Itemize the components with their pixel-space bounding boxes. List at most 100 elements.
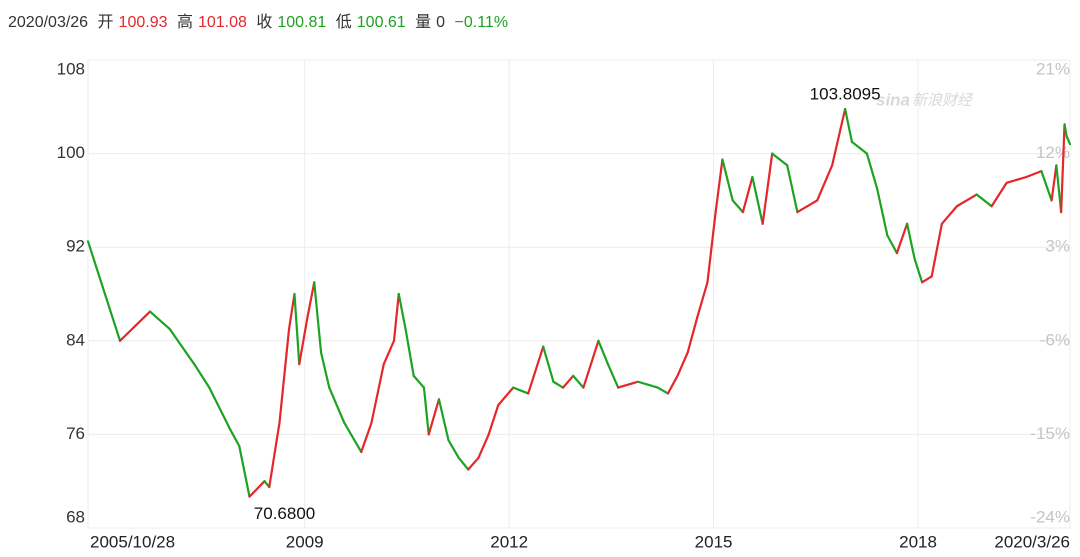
price-segment	[816, 164, 834, 202]
close-label: 收	[256, 14, 273, 31]
y2-tick-label: 21%	[1036, 59, 1070, 78]
price-segment	[1060, 123, 1066, 214]
price-segment	[865, 152, 879, 190]
close: 100.81	[277, 14, 327, 31]
price-segment	[552, 380, 565, 389]
price-segment	[477, 433, 490, 459]
low-label: 低	[335, 14, 352, 31]
price-segment	[412, 374, 426, 389]
price-segment	[248, 480, 266, 498]
price-segment	[771, 152, 789, 167]
price-segment	[118, 310, 152, 342]
price-segment	[975, 193, 993, 208]
price-segment	[990, 181, 1008, 208]
price-segment	[721, 158, 734, 202]
price-segment	[313, 281, 323, 354]
price-segment	[422, 386, 430, 436]
y2-tick-label: -24%	[1030, 507, 1070, 526]
price-segment	[761, 152, 774, 225]
price-segment	[686, 316, 699, 354]
high: 101.08	[197, 14, 247, 31]
price-segment	[1040, 170, 1053, 202]
price-segment	[597, 339, 610, 366]
price-segment	[930, 222, 943, 278]
annotation: 70.6800	[254, 504, 315, 523]
price-segment	[955, 193, 978, 208]
y2-tick-label: 12%	[1036, 143, 1070, 162]
price-segment	[561, 374, 575, 389]
price-segment	[696, 281, 709, 319]
x-tick-label: 2015	[695, 532, 733, 551]
price-segment	[850, 140, 869, 155]
price-segment	[427, 398, 441, 436]
price-segment	[666, 374, 679, 395]
y-tick-label: 76	[66, 424, 85, 443]
x-tick-label: 2005/10/28	[90, 532, 175, 551]
y2-tick-label: 3%	[1045, 237, 1070, 256]
price-segment	[527, 345, 545, 395]
price-segment	[1065, 134, 1072, 146]
price-segment	[268, 421, 281, 489]
price-segment	[447, 439, 460, 459]
price-segment	[706, 211, 717, 284]
price-segment	[392, 292, 400, 342]
price-segment	[913, 257, 924, 284]
change: −0.11%	[454, 14, 509, 31]
price-segment	[404, 328, 415, 377]
price-segment	[572, 374, 585, 389]
price-segment	[370, 363, 385, 424]
price-segment	[751, 175, 764, 225]
price-segment	[636, 380, 659, 389]
price-segment	[298, 316, 309, 366]
price-segment	[238, 445, 251, 498]
y-tick-label: 100	[57, 143, 85, 162]
price-segment	[328, 386, 346, 424]
price-segment	[1050, 164, 1058, 202]
price-segment	[886, 234, 899, 255]
high-label: 高	[176, 14, 193, 31]
price-segment	[193, 363, 211, 389]
price-segment	[542, 345, 555, 383]
quote-header: 2020/03/26 开 100.93 高 101.08 收 100.81 低 100.…	[8, 8, 513, 32]
price-segment	[168, 328, 196, 366]
x-tick-label: 2012	[490, 532, 528, 551]
y2-tick-label: -6%	[1040, 330, 1070, 349]
y-tick-label: 68	[66, 507, 85, 526]
price-segment	[1063, 123, 1068, 138]
price-segment	[512, 386, 530, 395]
price-segment	[437, 398, 450, 442]
price-segment	[606, 363, 620, 389]
y-tick-label: 84	[66, 330, 85, 349]
price-segment	[306, 281, 316, 319]
price-segment	[353, 439, 363, 454]
price-segment	[617, 380, 640, 389]
price-segment	[844, 107, 854, 143]
price-segment	[360, 421, 373, 454]
price-segment	[831, 107, 847, 167]
x-tick-label: 2018	[899, 532, 937, 551]
open: 100.93	[118, 14, 168, 31]
volume-label: 量	[415, 14, 432, 31]
price-segment	[676, 351, 689, 377]
price-segment	[895, 222, 909, 255]
x-tick-label: 2009	[286, 532, 324, 551]
price-segment	[397, 292, 407, 331]
price-segment	[148, 310, 171, 331]
price-segment	[228, 427, 241, 448]
price-segment	[382, 339, 396, 366]
x-tick-label: 2020/3/26	[994, 532, 1070, 551]
price-segment	[731, 199, 744, 214]
date: 2020/03/26	[8, 14, 89, 31]
price-segment	[1025, 170, 1043, 179]
price-segment	[906, 222, 916, 260]
price-segment	[278, 328, 291, 424]
y-tick-label: 92	[66, 237, 85, 256]
price-segment	[497, 386, 515, 407]
price-segment	[656, 386, 670, 395]
price-segment	[86, 240, 122, 342]
price-segment	[457, 456, 470, 471]
price-segment	[876, 187, 889, 237]
price-segment	[287, 292, 296, 331]
